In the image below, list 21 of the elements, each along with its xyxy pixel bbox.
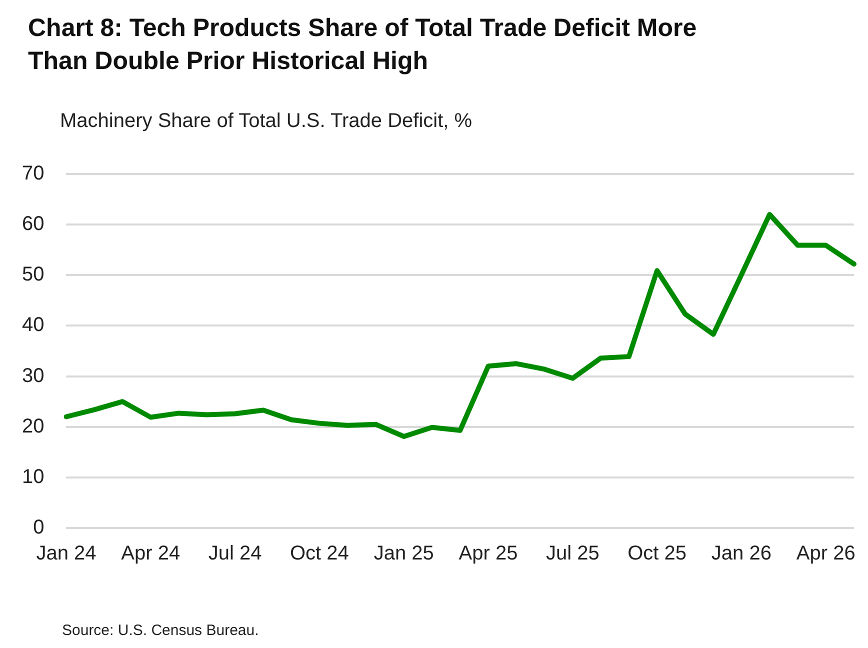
chart-title: Chart 8: Tech Products Share of Total Trade Deficit More Than Double Prior Historical High xyxy=(28,13,698,77)
x-tick-label: Oct 24 xyxy=(290,542,349,565)
source-note: Source: U.S. Census Bureau. xyxy=(62,622,259,639)
x-tick-label: Jan 25 xyxy=(374,542,434,565)
y-tick-label: 50 xyxy=(22,264,44,286)
y-tick-label: 70 xyxy=(22,162,44,185)
y-tick-label: 20 xyxy=(22,415,44,438)
x-tick-label: Apr 25 xyxy=(458,542,518,565)
x-tick-label: Jul 24 xyxy=(208,542,262,565)
x-tick-label: Apr 26 xyxy=(796,542,856,565)
y-tick-label: 0 xyxy=(33,516,44,539)
x-tick-label: Jan 24 xyxy=(36,542,96,565)
x-tick-label: Apr 24 xyxy=(121,542,180,565)
y-axis-title: Machinery Share of Total U.S. Trade Deficit, % xyxy=(60,110,472,133)
x-tick-label: Jul 25 xyxy=(546,542,600,565)
y-tick-label: 30 xyxy=(22,364,44,387)
y-tick-label: 10 xyxy=(22,466,44,488)
x-tick-label: Oct 25 xyxy=(628,542,687,565)
y-tick-label: 60 xyxy=(22,213,44,236)
y-tick-label: 40 xyxy=(22,314,44,336)
x-tick-label: Jan 26 xyxy=(711,542,772,565)
